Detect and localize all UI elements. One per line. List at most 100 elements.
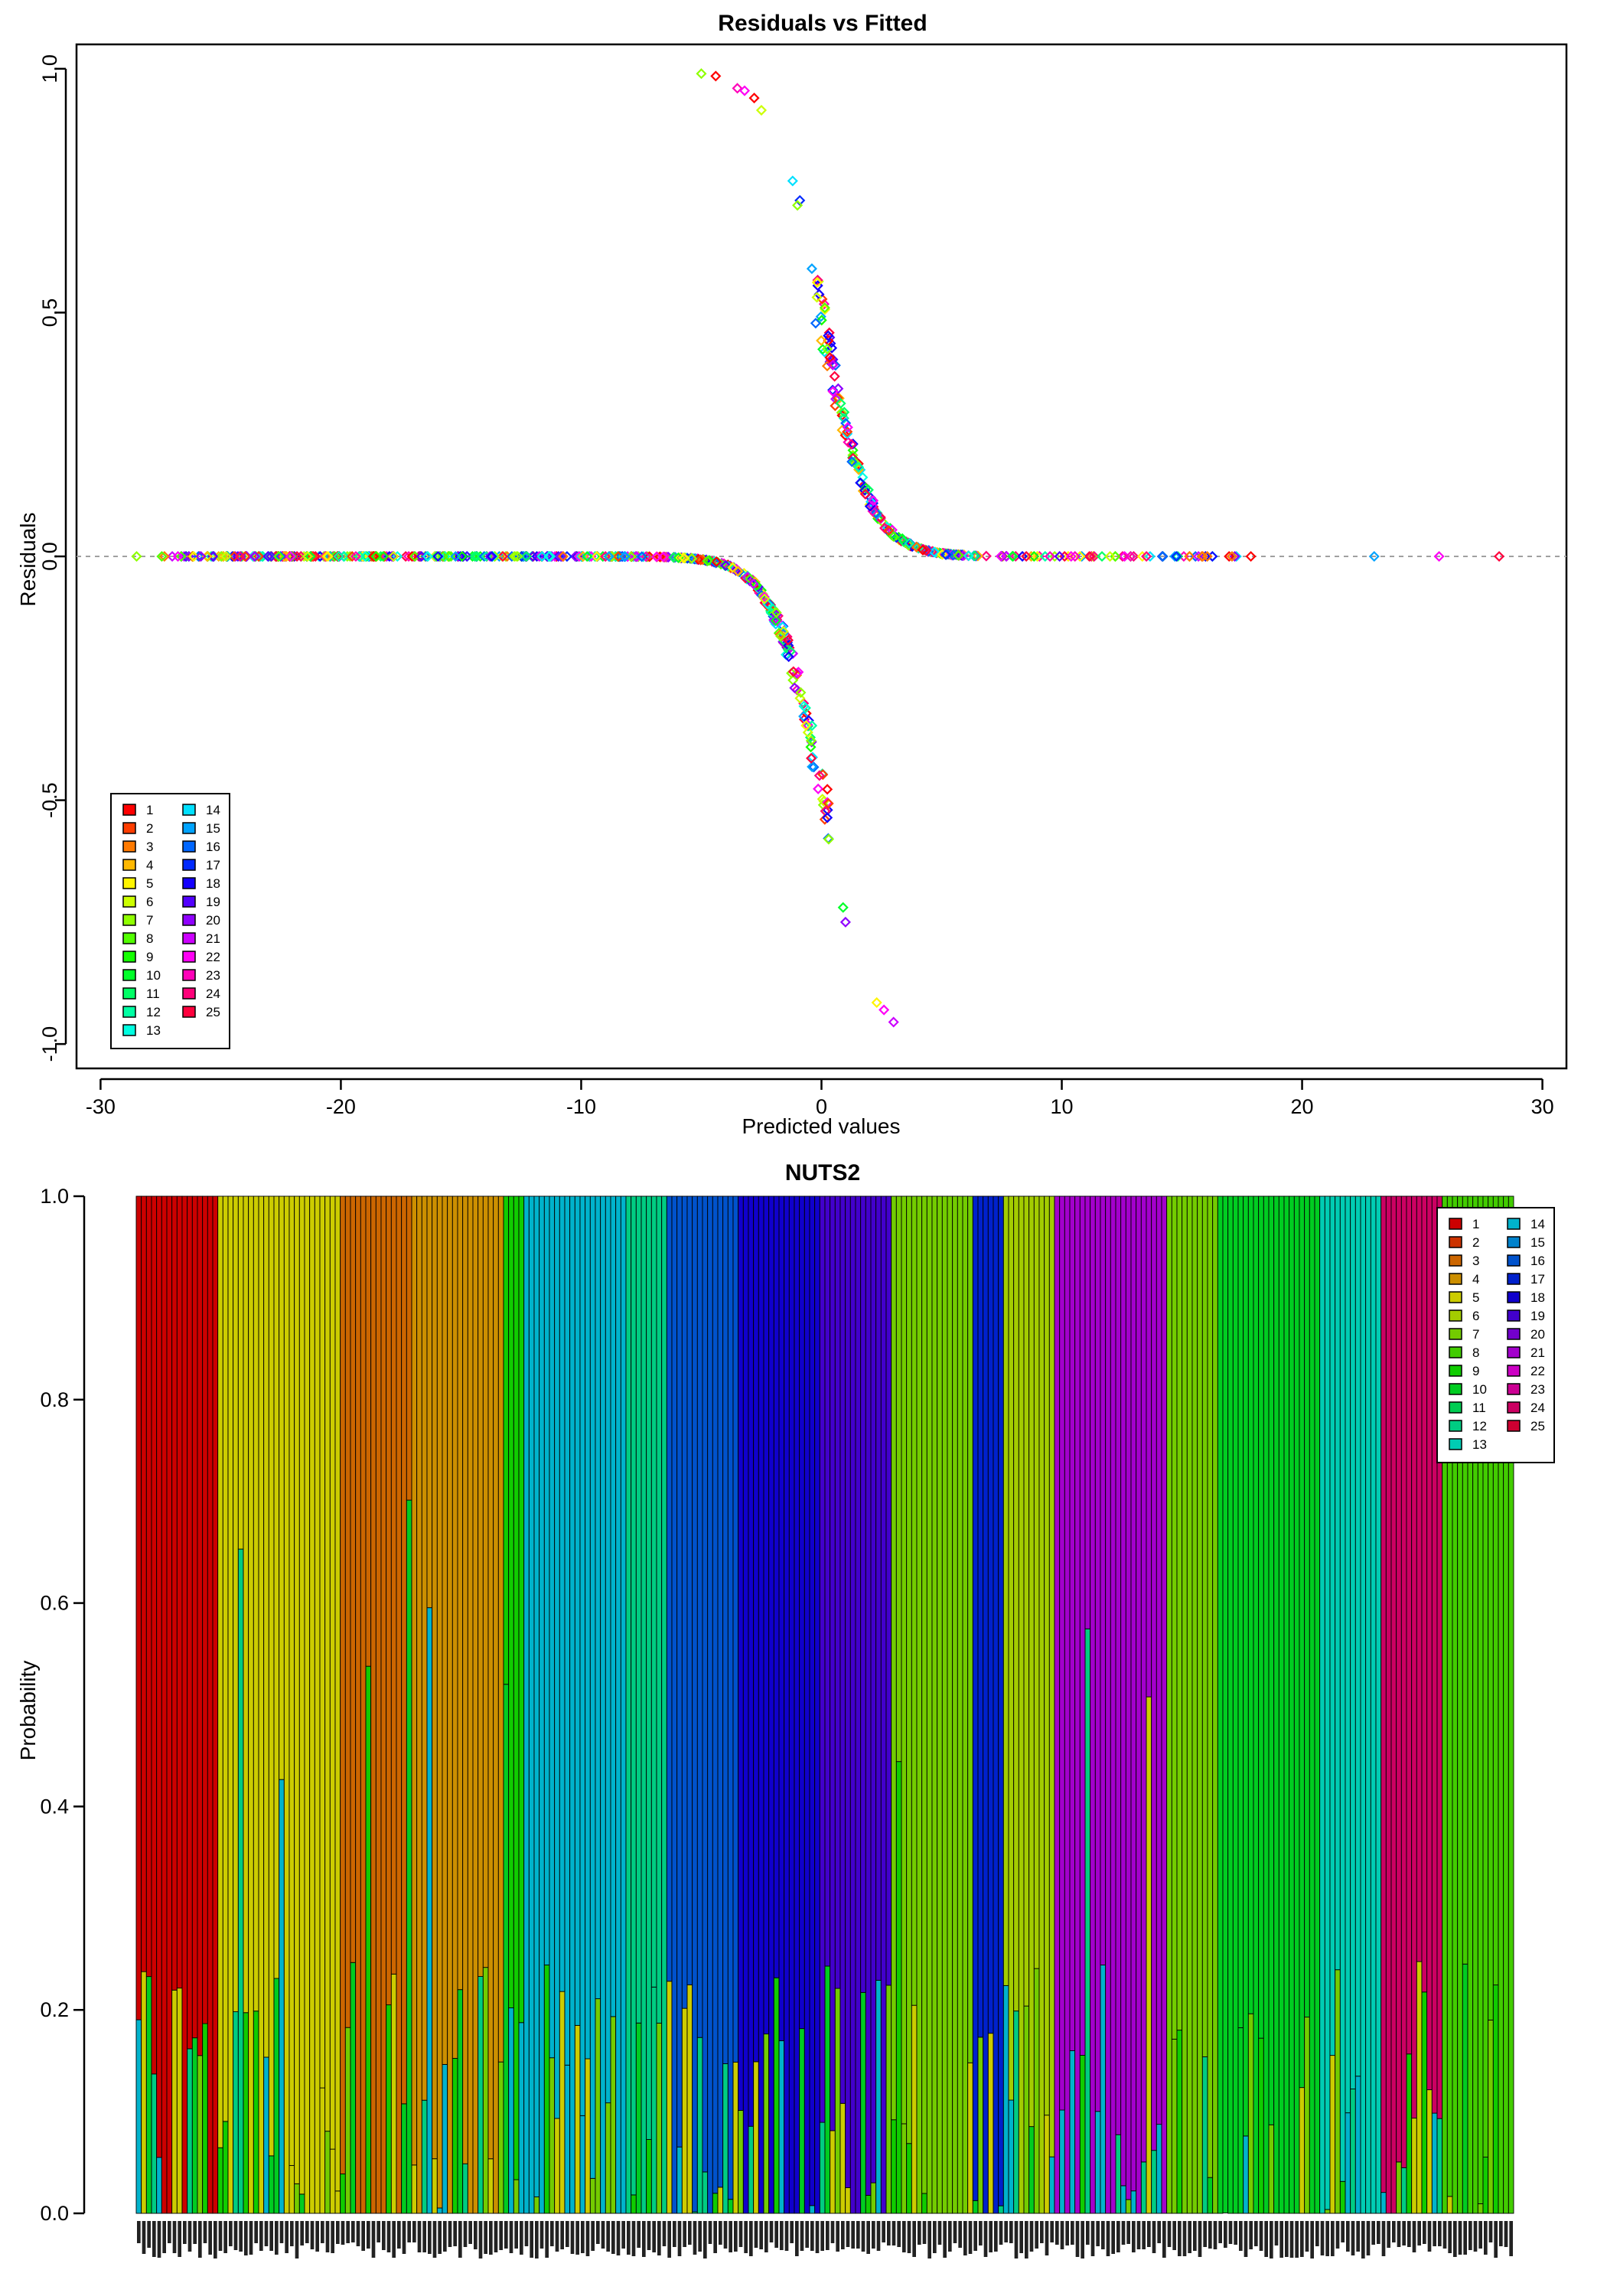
legend-label: 14: [1530, 1217, 1545, 1231]
legend-swatch: [122, 969, 136, 981]
data-point: [817, 344, 829, 355]
legend-label: 20: [1530, 1327, 1545, 1342]
bar-segment: [819, 2122, 826, 2214]
data-point: [813, 770, 825, 781]
bar-segment: [324, 1195, 331, 2132]
data-point: [816, 315, 827, 326]
bar-segment: [610, 1195, 617, 2017]
data-point: [748, 93, 760, 104]
legend-label: 13: [146, 1023, 161, 1038]
bar-segment: [1345, 1195, 1351, 2114]
y-tick-label: 0.2: [40, 1998, 69, 2021]
bar-segment: [1054, 1195, 1061, 2214]
bar-segment: [1335, 1969, 1341, 2214]
bar-segment: [916, 1195, 923, 2214]
y-tick-label: 0.6: [40, 1592, 69, 1615]
bar-segment: [197, 2055, 204, 2214]
bar-segment: [875, 1195, 882, 1981]
bar-segment: [497, 2061, 504, 2214]
data-point: [855, 477, 866, 488]
data-point: [1065, 550, 1077, 563]
bar-segment: [748, 2125, 755, 2214]
bar-segment: [375, 1195, 382, 2214]
bar-segment: [243, 1195, 249, 2014]
bar-segment: [671, 1195, 678, 2214]
bar-segment: [298, 2193, 305, 2214]
legend-label: 24: [206, 987, 220, 1001]
data-point: [1226, 550, 1238, 563]
scatter-x-axis: -30 -20 -10 0 10 20 30: [86, 1078, 1554, 1118]
x-tick-label: 20: [1291, 1095, 1314, 1118]
y-tick-label: 0.8: [40, 1388, 69, 1411]
data-point: [543, 550, 555, 563]
data-point: [600, 551, 611, 563]
legend-swatch: [122, 877, 136, 889]
bar-segment: [1013, 1195, 1019, 2012]
nuts2-panel: NUTS2 0.00.20.40.60.81.0 Probability 123…: [16, 1160, 1555, 2258]
bar-segment: [931, 1195, 938, 2214]
data-point: [795, 687, 807, 698]
data-point: [370, 550, 382, 563]
data-point: [1171, 550, 1182, 563]
bar-segment: [972, 1195, 979, 2201]
data-point: [702, 555, 713, 567]
bar-segment: [1482, 2157, 1489, 2214]
bar-segment: [834, 1195, 841, 1989]
bar-segment: [600, 1195, 606, 2214]
legend-swatch: [1449, 1309, 1462, 1322]
bar-segment: [171, 1195, 178, 1991]
bar-segment: [921, 1195, 927, 2194]
bar-segment: [727, 1195, 734, 2200]
bar-segment: [365, 1665, 372, 2214]
data-point: [387, 550, 399, 563]
legend-swatch: [122, 1024, 136, 1036]
x-tick-label: -20: [326, 1095, 356, 1118]
bar-segment: [1151, 2150, 1157, 2214]
legend-swatch: [1449, 1438, 1462, 1450]
bar-segment: [222, 1195, 229, 2122]
scatter-y-axis-label: Residuals: [16, 513, 40, 607]
data-point: [904, 537, 915, 549]
bar-segment: [181, 1195, 188, 2214]
legend-label: 4: [1472, 1272, 1479, 1287]
legend-label: 6: [146, 895, 153, 909]
bar-segment: [1258, 2037, 1264, 2214]
bar-segment: [631, 1195, 637, 2196]
bar-segment: [880, 1195, 887, 2214]
bar-segment: [1309, 1195, 1315, 2214]
data-point: [131, 550, 142, 563]
bar-segment: [1156, 1195, 1162, 2125]
scatter-title: Residuals vs Fitted: [718, 11, 927, 36]
data-point: [1028, 550, 1040, 563]
legend-swatch: [1449, 1383, 1462, 1395]
bar-segment: [650, 1986, 657, 2214]
bar-segment: [217, 1195, 223, 2148]
bar-segment: [1146, 1195, 1152, 1698]
data-point: [220, 550, 232, 563]
bar-segment: [717, 1195, 724, 2188]
bar-segment: [1406, 1195, 1413, 2055]
bar-segment: [334, 2190, 341, 2214]
legend-label: 21: [1530, 1345, 1545, 1360]
bar-segment: [753, 2061, 759, 2214]
bar-segment: [1002, 1195, 1009, 1986]
data-point: [770, 615, 781, 627]
bar-segment: [722, 2063, 729, 2214]
data-point: [1157, 550, 1169, 563]
data-point: [350, 550, 362, 563]
bar-segment: [370, 1195, 376, 2214]
bar-segment: [1136, 1195, 1142, 2214]
y-tick-label: 0.5: [38, 298, 61, 328]
bar-segment: [1048, 2156, 1055, 2214]
legend-label: 18: [1530, 1290, 1545, 1305]
bar-segment: [967, 2062, 973, 2214]
bar-segment: [355, 1195, 361, 2214]
data-point: [815, 311, 826, 322]
data-point: [789, 682, 800, 693]
bar-segment: [487, 2158, 494, 2214]
bar-segment: [1176, 2030, 1183, 2214]
data-point: [888, 1016, 899, 1028]
bar-segment: [1247, 2013, 1254, 2214]
bar-segment: [191, 2037, 198, 2214]
